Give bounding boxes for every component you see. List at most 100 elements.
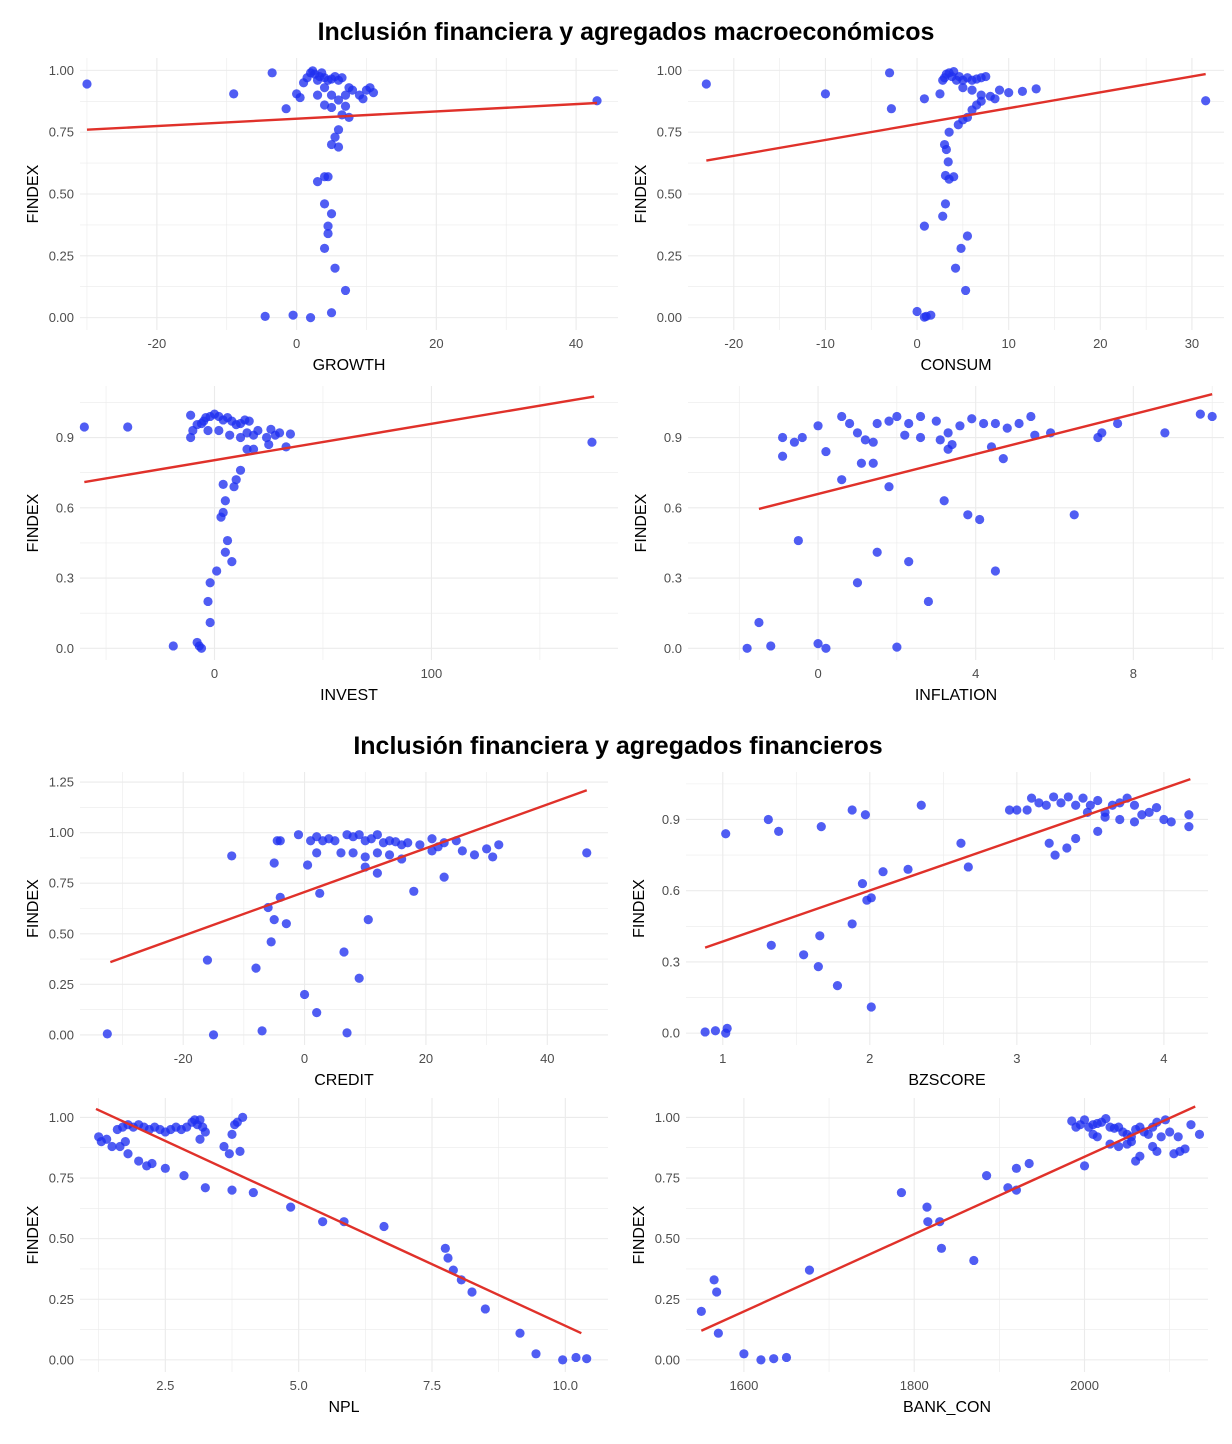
y-tick-label: 1.00 — [655, 1110, 680, 1125]
data-point — [1012, 805, 1022, 815]
data-point — [253, 425, 263, 436]
data-point — [224, 1149, 234, 1159]
data-point — [967, 414, 977, 424]
data-point — [267, 68, 277, 78]
x-tick-label: 0 — [814, 666, 821, 681]
data-point — [1079, 1115, 1090, 1125]
data-point — [975, 514, 985, 525]
data-point — [852, 428, 863, 438]
data-point — [1184, 810, 1194, 820]
data-point — [994, 85, 1005, 95]
y-tick-label: 0.0 — [56, 641, 74, 656]
data-point — [409, 886, 419, 896]
data-point — [953, 120, 963, 130]
data-point — [1026, 793, 1037, 803]
data-point — [1093, 795, 1103, 806]
data-point — [251, 963, 261, 973]
data-point — [360, 852, 370, 862]
data-point — [967, 85, 977, 95]
data-point — [315, 888, 325, 898]
data-point — [884, 68, 895, 78]
data-point — [1195, 409, 1205, 419]
data-point — [220, 496, 230, 506]
data-point — [196, 643, 207, 653]
x-tick-label: 40 — [569, 336, 583, 351]
data-point — [227, 1129, 237, 1139]
x-tick-label: 0 — [301, 1051, 308, 1066]
data-point — [978, 418, 989, 429]
data-point — [967, 105, 977, 115]
data-point — [264, 439, 274, 450]
data-point — [205, 617, 215, 628]
x-tick-label: 1800 — [900, 1378, 929, 1393]
data-point — [912, 306, 922, 317]
data-point — [326, 209, 337, 219]
panels: -20 0 20 400.000.250.500.751.00GROWTHFINDEX… — [25, 58, 1224, 1416]
data-point — [700, 1027, 710, 1037]
y-tick-label: 0.3 — [662, 954, 680, 969]
y-axis-label: FINDEX — [25, 493, 42, 552]
y-tick-label: 0.0 — [662, 1026, 680, 1041]
x-axis-label: INVEST — [320, 687, 378, 704]
data-point — [904, 418, 914, 429]
data-point — [950, 263, 961, 273]
fit-line — [758, 393, 1213, 511]
data-point — [123, 1149, 133, 1159]
data-point — [363, 915, 373, 925]
data-point — [1207, 411, 1217, 422]
y-tick-label: 1.00 — [49, 1110, 74, 1125]
data-point — [878, 867, 888, 877]
data-point — [904, 557, 914, 567]
data-point — [1050, 850, 1060, 860]
y-tick-label: 0.9 — [56, 430, 74, 445]
data-point — [326, 90, 337, 100]
y-tick-label: 0.25 — [655, 1292, 680, 1307]
data-point — [766, 641, 776, 651]
data-point — [571, 1352, 581, 1363]
data-point — [147, 1158, 157, 1169]
data-point — [319, 83, 330, 93]
data-point — [781, 1352, 792, 1363]
data-point — [286, 1202, 296, 1212]
data-point — [312, 1008, 322, 1018]
data-point — [1071, 833, 1081, 844]
y-tick-label: 0.9 — [664, 430, 682, 445]
data-point — [440, 1243, 450, 1253]
data-point — [769, 1354, 779, 1364]
y-tick-label: 0.6 — [664, 500, 682, 515]
y-tick-label: 0.75 — [49, 876, 74, 891]
data-point — [324, 834, 334, 844]
data-point — [884, 482, 894, 492]
data-point — [969, 1255, 979, 1266]
data-point — [923, 1217, 933, 1227]
data-point — [216, 512, 226, 522]
data-point — [821, 643, 831, 653]
x-tick-label: 20 — [1093, 336, 1107, 351]
data-point — [886, 104, 897, 114]
data-point — [134, 1156, 144, 1166]
data-point — [347, 85, 358, 95]
data-point — [1152, 1146, 1162, 1156]
data-point — [1063, 792, 1073, 802]
data-point — [299, 989, 310, 1000]
data-point — [1093, 826, 1103, 836]
data-point — [235, 432, 246, 443]
data-point — [203, 425, 213, 436]
data-point — [1031, 84, 1041, 94]
data-point — [480, 1304, 490, 1314]
data-point — [323, 221, 333, 231]
data-point — [856, 458, 867, 468]
data-point — [943, 444, 953, 454]
x-tick-label: 4 — [1160, 1051, 1167, 1066]
data-point — [722, 1023, 732, 1033]
data-point — [205, 578, 215, 588]
data-point — [274, 428, 285, 438]
data-point — [943, 428, 953, 438]
data-point — [200, 1127, 210, 1137]
y-tick-label: 0.75 — [49, 1171, 74, 1186]
x-tick-label: 4 — [972, 666, 979, 681]
panel-inflation: 0 4 8 0.0 0.3 0.6 0.9 INFLATION FINDEX — [633, 386, 1224, 704]
data-point — [903, 864, 913, 874]
y-axis-label: FINDEX — [633, 493, 650, 552]
